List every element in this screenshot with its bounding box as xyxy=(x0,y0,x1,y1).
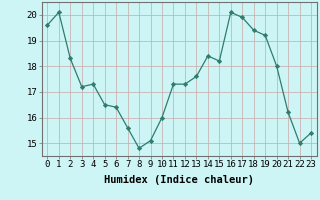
X-axis label: Humidex (Indice chaleur): Humidex (Indice chaleur) xyxy=(104,175,254,185)
